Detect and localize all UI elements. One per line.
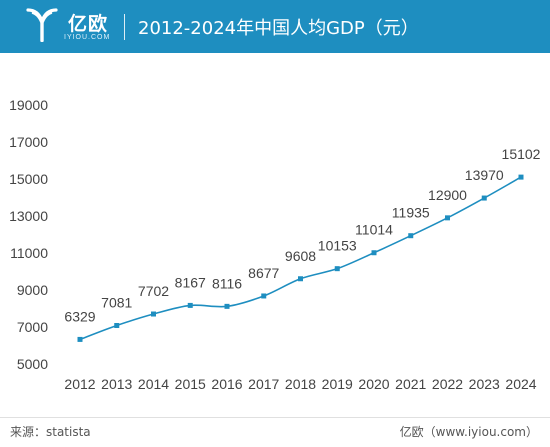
y-tick-label: 5000 [17,356,48,372]
data-value-label: 10153 [318,238,357,254]
x-tick-label: 2024 [505,376,536,392]
x-tick-label: 2019 [322,376,353,392]
data-point-marker [445,215,450,221]
x-tick-label: 2022 [432,376,463,392]
y-tick-label: 13000 [9,208,48,224]
data-point-marker [408,233,414,239]
x-tick-label: 2020 [358,376,389,392]
x-tick-label: 2023 [469,376,500,392]
line-chart: 5000 7000 9000 11000 13000 15000 17000 19000 20… [9,97,541,392]
y-tick-label: 9000 [17,282,48,298]
data-point-marker [224,303,230,309]
data-labels: 6329 7081 7702 8167 8116 8677 9608101531101411… [64,146,540,324]
yiou-logo-icon [26,8,58,42]
data-value-label: 15102 [502,146,541,162]
data-point-marker [518,174,524,180]
data-point-marker [261,293,267,299]
y-tick-label: 17000 [9,134,48,150]
y-tick-label: 15000 [9,171,48,187]
data-value-label: 11935 [392,205,430,221]
chart-panel [0,53,550,417]
chart-title: 2012-2024年中国人均GDP（元） [138,18,419,39]
data-value-label: 11014 [355,222,393,238]
brand-subtitle: IYIOU.COM [64,34,111,41]
data-point-marker [151,311,156,317]
x-tick-label: 2014 [138,376,169,392]
y-tick-label: 19000 [9,97,48,113]
x-axis: 2012 2013 2014 2015 2016 2017 2018 2019 2020 2021… [64,376,536,392]
y-tick-label: 11000 [10,245,48,261]
x-tick-label: 2021 [395,376,426,392]
data-value-label: 7081 [101,295,132,311]
data-value-label: 12900 [428,187,467,203]
header-bar: 亿欧 IYIOU.COM 2012-2024年中国人均GDP（元） [0,0,550,53]
y-axis: 5000 7000 9000 11000 13000 15000 17000 19000 [9,97,48,372]
x-tick-label: 2018 [285,376,316,392]
x-tick-label: 2015 [175,376,206,392]
credit-note: 亿欧（www.iyiou.com） [399,425,538,439]
x-tick-label: 2012 [64,376,95,392]
data-value-label: 8116 [212,275,242,291]
brand-name: 亿欧 [68,13,109,35]
x-tick-label: 2013 [101,376,132,392]
source-note: 来源：statista [10,425,91,439]
data-point-marker [187,302,193,308]
header-divider [124,14,125,40]
data-value-label: 7702 [138,283,169,299]
data-value-label: 8677 [248,265,279,281]
data-point-marker [298,276,303,282]
data-point-marker [114,323,120,329]
footer-divider [0,417,550,418]
data-value-label: 8167 [175,274,206,290]
data-point-marker [77,336,83,342]
data-value-label: 9608 [285,248,316,264]
data-point-marker [371,250,377,256]
data-value-label: 6329 [64,308,95,324]
y-tick-label: 7000 [17,319,48,335]
data-markers [77,174,524,342]
x-tick-label: 2016 [211,376,242,392]
data-point-marker [481,195,487,201]
x-tick-label: 2017 [248,376,279,392]
data-value-label: 13970 [465,167,504,183]
data-point-marker [334,266,340,272]
